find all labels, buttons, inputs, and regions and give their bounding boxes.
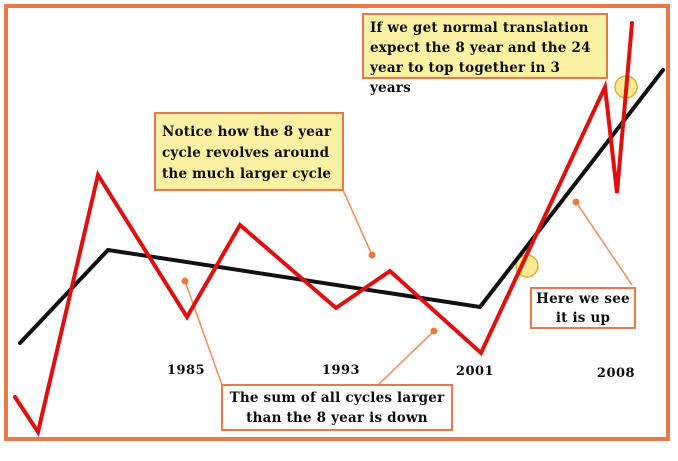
axis-label-2008: 2008 [596, 366, 636, 381]
note-line: year to top together in 3 years [370, 60, 561, 96]
note-8-year-revolves: Notice how the 8 year cycle revolves aro… [154, 112, 344, 191]
callout-line-here [575, 201, 633, 286]
callout-line-sum-right [377, 330, 435, 386]
callout-dot-sum-right [430, 327, 438, 335]
callout-dot-notice [368, 251, 376, 259]
note-line: than the 8 year is down [246, 410, 428, 426]
note-sum-of-cycles-down: The sum of all cycles larger than the 8 … [221, 384, 453, 431]
eight-year-cycle-line [13, 21, 634, 437]
frame-border [4, 4, 670, 441]
axis-label-2001: 2001 [455, 364, 495, 379]
note-line: Notice how the 8 year [162, 124, 332, 140]
note-line: it is up [555, 310, 611, 326]
note-line: cycle revolves around [162, 145, 330, 161]
callout-line-sum-left [184, 280, 223, 386]
note-line: expect the 8 year and the 24 [370, 40, 591, 56]
callout-dot-sum-left [181, 277, 189, 285]
axis-label-1985: 1985 [166, 363, 206, 378]
note-line: Here we see [536, 291, 630, 307]
axis-label-1993: 1993 [321, 363, 361, 378]
callout-dot-here [572, 198, 580, 206]
note-line: the much larger cycle [162, 166, 332, 182]
larger-cycle-line [18, 68, 665, 345]
note-line: If we get normal translation [370, 20, 589, 36]
callout-line-notice [342, 189, 373, 256]
note-normal-translation: If we get normal translation expect the … [362, 13, 608, 96]
note-here-it-is-up: Here we see it is up [530, 287, 636, 329]
note-line: The sum of all cycles larger [229, 390, 445, 406]
